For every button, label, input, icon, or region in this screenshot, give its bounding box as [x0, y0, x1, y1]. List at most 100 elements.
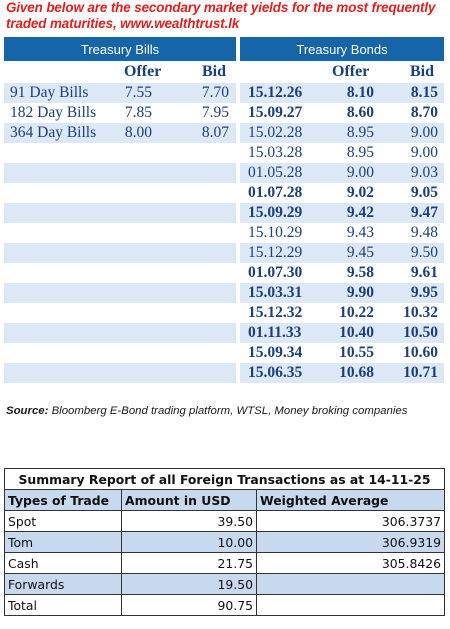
bond-offer: 9.02 [346, 184, 374, 201]
bond-offer: 9.43 [346, 224, 374, 241]
yield-table: Treasury Bills Treasury Bonds Offer Bid Of… [4, 37, 444, 424]
bond-maturity: 01.07.28 [248, 184, 303, 201]
bond-maturity: 01.11.33 [248, 324, 302, 341]
table-row: 01.11.33 10.40 10.50 [4, 323, 444, 343]
bond-offer: 8.60 [346, 104, 374, 121]
bill-offer: 7.85 [124, 104, 152, 121]
bond-maturity: 15.06.35 [248, 364, 303, 381]
trade-type: Tom [4, 531, 122, 553]
trade-type: Total [4, 594, 122, 616]
header-types: Types of Trade [4, 489, 122, 511]
trade-amount: 90.75 [121, 594, 257, 616]
yield-grid: Offer Bid Offer Bid 91 Day Bills 7.55 7.70 15.1… [4, 62, 444, 383]
source-note: Source: Bloomberg E-Bond trading platfor… [6, 405, 446, 417]
bond-offer: 10.55 [339, 344, 374, 361]
bond-offer: 9.00 [346, 164, 374, 181]
trade-weighted-average: 305.8426 [256, 552, 445, 574]
treasury-bonds-heading: Treasury Bonds [240, 37, 444, 61]
bond-maturity: 15.12.32 [248, 304, 303, 321]
treasury-bills-heading: Treasury Bills [4, 37, 236, 61]
bill-offer: 8.00 [124, 124, 152, 141]
bond-maturity: 15.03.28 [248, 144, 303, 161]
bill-bid: 7.95 [201, 104, 229, 121]
bond-maturity: 15.10.29 [248, 224, 303, 241]
header-amount: Amount in USD [121, 489, 257, 511]
table-row: 15.09.29 9.42 9.47 [4, 203, 444, 223]
bond-bid: 9.95 [410, 284, 438, 301]
bond-bid: 10.32 [403, 304, 438, 321]
bond-offer: 10.68 [339, 364, 374, 381]
bond-bid: 9.48 [410, 224, 438, 241]
bond-bid: 9.47 [410, 204, 438, 221]
trade-weighted-average [256, 573, 445, 595]
summary-row: Tom 10.00 306.9319 [4, 531, 445, 553]
bond-bid: 10.50 [403, 324, 438, 341]
bills-bid-header: Bid [202, 63, 227, 80]
bond-maturity: 15.09.34 [248, 344, 303, 361]
bond-bid: 10.71 [403, 364, 438, 381]
bill-bid: 7.70 [201, 84, 229, 101]
column-divider [236, 62, 240, 424]
bill-name: 91 Day Bills [10, 84, 89, 101]
trade-type: Cash [4, 552, 122, 574]
bond-offer: 10.22 [339, 304, 374, 321]
table-row: 15.06.35 10.68 10.71 [4, 363, 444, 383]
summary-row: Cash 21.75 305.8426 [4, 552, 445, 574]
bond-maturity: 01.05.28 [248, 164, 303, 181]
table-row: 15.03.28 8.95 9.00 [4, 143, 444, 163]
table-row: 15.09.34 10.55 10.60 [4, 343, 444, 363]
bond-maturity: 15.12.26 [248, 84, 303, 101]
table-row: 01.07.30 9.58 9.61 [4, 263, 444, 283]
bond-bid: 9.50 [410, 244, 438, 261]
trade-weighted-average [256, 594, 445, 616]
table-row: 15.03.31 9.90 9.95 [4, 283, 444, 303]
bond-bid: 9.00 [410, 124, 438, 141]
bond-offer: 9.58 [346, 264, 374, 281]
bond-offer: 8.95 [346, 144, 374, 161]
source-text: Bloomberg E-Bond trading platform, WTSL,… [48, 405, 408, 417]
bond-bid: 9.61 [410, 264, 438, 281]
bond-maturity: 15.09.27 [248, 104, 303, 121]
summary-row: Spot 39.50 306.3737 [4, 510, 445, 532]
fx-summary-table: Summary Report of all Foreign Transactio… [4, 468, 445, 616]
summary-row: Total 90.75 [4, 594, 445, 616]
trade-type: Forwards [4, 573, 122, 595]
trade-amount: 19.50 [121, 573, 257, 595]
bond-offer: 8.10 [346, 84, 374, 101]
bond-offer: 8.95 [346, 124, 374, 141]
table-row: 15.12.29 9.45 9.50 [4, 243, 444, 263]
bond-bid: 10.60 [403, 344, 438, 361]
bond-bid: 9.00 [410, 144, 438, 161]
bonds-bid-header: Bid [410, 63, 435, 80]
table-row: 01.07.28 9.02 9.05 [4, 183, 444, 203]
bond-bid: 9.03 [410, 164, 438, 181]
trade-type: Spot [4, 510, 122, 532]
bills-offer-header: Offer [124, 63, 162, 80]
bonds-offer-header: Offer [332, 63, 370, 80]
bond-offer: 9.42 [346, 204, 374, 221]
bond-maturity: 01.07.30 [248, 264, 303, 281]
bill-offer: 7.55 [124, 84, 152, 101]
summary-title: Summary Report of all Foreign Transactio… [4, 468, 445, 490]
table-row: 15.10.29 9.43 9.48 [4, 223, 444, 243]
bond-offer: 9.45 [346, 244, 374, 261]
summary-row: Forwards 19.50 [4, 573, 445, 595]
table-row: 364 Day Bills 8.00 8.07 15.02.28 8.95 9.00 [4, 123, 444, 143]
bond-maturity: 15.09.29 [248, 204, 303, 221]
trade-amount: 10.00 [121, 531, 257, 553]
bond-bid: 8.70 [410, 104, 438, 121]
table-row: 91 Day Bills 7.55 7.70 15.12.26 8.10 8.15 [4, 83, 444, 103]
bond-maturity: 15.12.29 [248, 244, 303, 261]
bond-bid: 9.05 [410, 184, 438, 201]
summary-header-row: Types of Trade Amount in USD Weighted Av… [4, 489, 445, 511]
table-row: 01.05.28 9.00 9.03 [4, 163, 444, 183]
trade-weighted-average: 306.3737 [256, 510, 445, 532]
trade-weighted-average: 306.9319 [256, 531, 445, 553]
bond-maturity: 15.03.31 [248, 284, 303, 301]
trade-amount: 21.75 [121, 552, 257, 574]
source-label: Source: [6, 405, 49, 417]
bond-offer: 9.90 [346, 284, 374, 301]
bond-maturity: 15.02.28 [248, 124, 303, 141]
bond-bid: 8.15 [410, 84, 438, 101]
bill-bid: 8.07 [201, 124, 229, 141]
